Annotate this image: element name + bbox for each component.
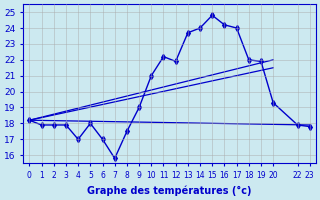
X-axis label: Graphe des températures (°c): Graphe des températures (°c)	[87, 185, 252, 196]
